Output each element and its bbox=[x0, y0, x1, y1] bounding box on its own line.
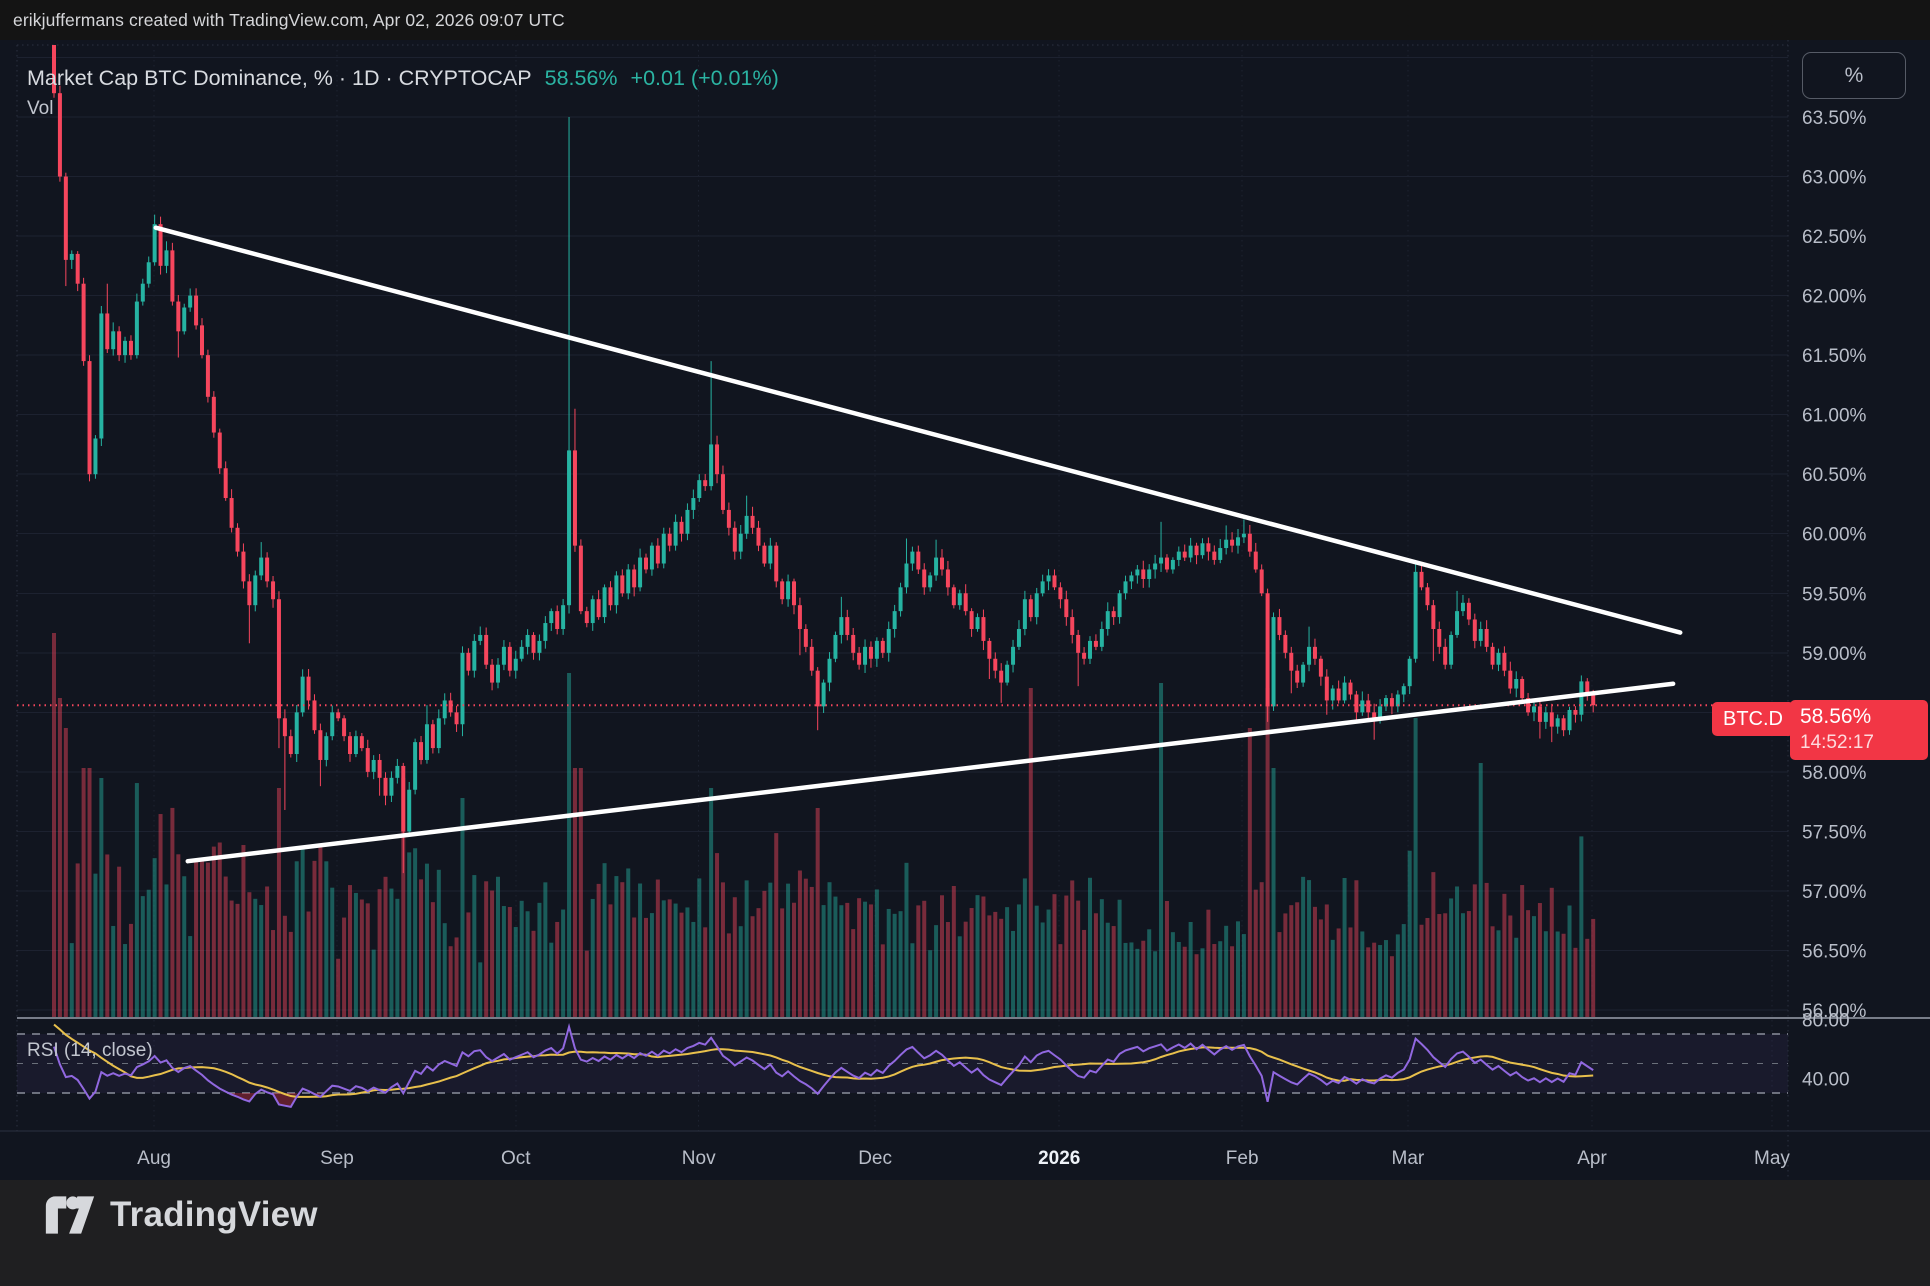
last-price-badge: 58.56% 14:52:17 bbox=[1790, 700, 1928, 760]
svg-text:62.50%: 62.50% bbox=[1802, 227, 1867, 248]
attribution-text: erikjuffermans created with TradingView.… bbox=[13, 10, 565, 30]
svg-text:57.00%: 57.00% bbox=[1802, 882, 1867, 903]
tradingview-logo[interactable]: TradingView bbox=[44, 1194, 318, 1236]
svg-text:Nov: Nov bbox=[682, 1148, 716, 1169]
symbol-price-tag: BTC.D bbox=[1712, 702, 1794, 736]
chart-container[interactable]: 63.50% 63.00% 62.50% 62.00% 61.50% 61.00% 60.5… bbox=[0, 40, 1930, 1180]
svg-text:80.00: 80.00 bbox=[1802, 1010, 1850, 1031]
svg-text:60.00%: 60.00% bbox=[1802, 525, 1867, 546]
time-scale[interactable]: Aug Sep Oct Nov Dec 2026 Feb Mar Apr May bbox=[137, 1148, 1790, 1169]
candles-layer bbox=[52, 45, 1596, 874]
trendline-descending-resistance[interactable] bbox=[153, 225, 1683, 635]
symbol-legend: Market Cap BTC Dominance, % · 1D · CRYPT… bbox=[27, 66, 779, 91]
footer-bar: TradingView bbox=[0, 1180, 1930, 1286]
volume-layer bbox=[52, 633, 1596, 1018]
svg-text:57.50%: 57.50% bbox=[1802, 822, 1867, 843]
tradingview-glyph-icon bbox=[45, 1196, 95, 1234]
svg-text:2026: 2026 bbox=[1038, 1148, 1080, 1169]
rsi-indicator-label: RSI (14, close) bbox=[27, 1040, 153, 1061]
last-value: 58.56% bbox=[544, 66, 618, 90]
svg-text:Dec: Dec bbox=[858, 1148, 892, 1169]
svg-text:59.50%: 59.50% bbox=[1802, 584, 1867, 605]
rsi-line bbox=[53, 1022, 1594, 1109]
svg-text:61.50%: 61.50% bbox=[1802, 346, 1867, 367]
svg-text:Mar: Mar bbox=[1392, 1148, 1425, 1169]
trendline-ascending-support[interactable] bbox=[185, 681, 1676, 864]
svg-text:Sep: Sep bbox=[320, 1148, 354, 1169]
bar-countdown: 14:52:17 bbox=[1800, 732, 1874, 753]
svg-text:59.00%: 59.00% bbox=[1802, 644, 1867, 665]
tradingview-wordmark: TradingView bbox=[110, 1195, 318, 1234]
svg-text:60.50%: 60.50% bbox=[1802, 465, 1867, 486]
attribution-bar: erikjuffermans created with TradingView.… bbox=[0, 0, 1930, 40]
svg-text:58.00%: 58.00% bbox=[1802, 763, 1867, 784]
svg-text:Aug: Aug bbox=[137, 1148, 171, 1169]
svg-text:62.00%: 62.00% bbox=[1802, 287, 1867, 308]
svg-text:61.00%: 61.00% bbox=[1802, 406, 1867, 427]
price-scale[interactable]: 63.50% 63.00% 62.50% 62.00% 61.50% 61.00% 60.5… bbox=[1802, 108, 1867, 1090]
rsi-ma-line bbox=[53, 1023, 1594, 1098]
svg-text:56.00%: 56.00% bbox=[1802, 1001, 1867, 1022]
svg-text:63.50%: 63.50% bbox=[1802, 108, 1867, 129]
svg-text:63.00%: 63.00% bbox=[1802, 168, 1867, 189]
svg-text:May: May bbox=[1754, 1148, 1790, 1169]
percent-scale-button[interactable]: % bbox=[1802, 52, 1906, 99]
chart-canvas[interactable]: 63.50% 63.00% 62.50% 62.00% 61.50% 61.00% 60.5… bbox=[0, 40, 1930, 1180]
grid-layer bbox=[16, 44, 1788, 1131]
last-price-value: 58.56% bbox=[1800, 705, 1872, 728]
symbol-title: Market Cap BTC Dominance, % · 1D · CRYPT… bbox=[27, 66, 532, 90]
rsi-pane bbox=[17, 1033, 1788, 1094]
svg-text:56.50%: 56.50% bbox=[1802, 941, 1867, 962]
change-value: +0.01 (+0.01%) bbox=[630, 66, 779, 90]
svg-text:Oct: Oct bbox=[501, 1148, 531, 1169]
volume-indicator-label: Vol bbox=[27, 98, 54, 119]
svg-text:Feb: Feb bbox=[1226, 1148, 1259, 1169]
svg-text:40.00: 40.00 bbox=[1802, 1069, 1850, 1090]
svg-text:Apr: Apr bbox=[1577, 1148, 1607, 1169]
